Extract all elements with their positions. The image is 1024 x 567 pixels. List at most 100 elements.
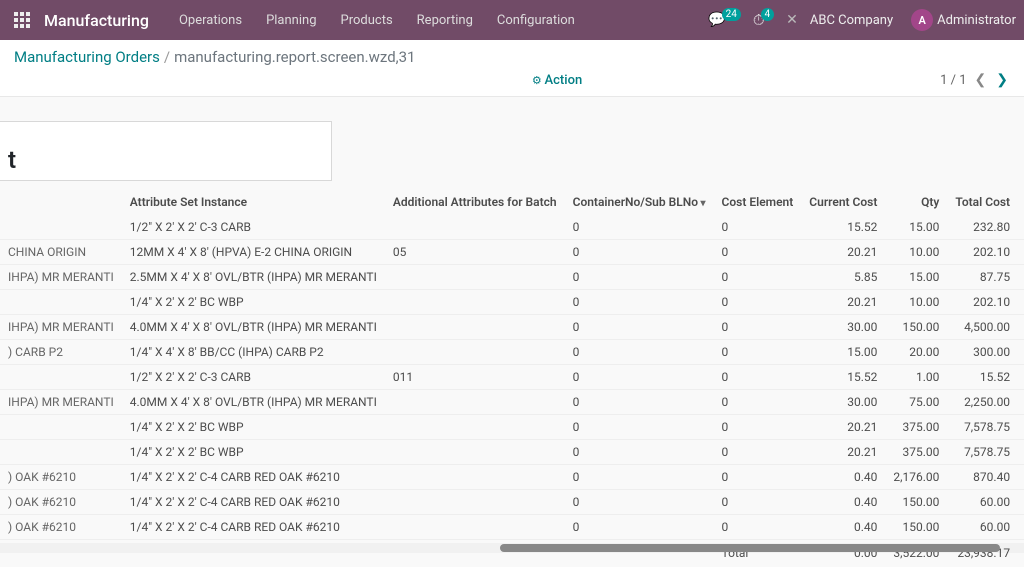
cell-curr_cost: 0.40 bbox=[801, 490, 885, 515]
table-row[interactable]: ) OAK #62101/4" X 2' X 2' C-4 CARB RED O… bbox=[0, 490, 1024, 515]
cell-attr: 12MM X 4' X 8' (HPVA) E-2 CHINA ORIGIN bbox=[122, 240, 385, 265]
table-row[interactable]: 1/2" X 2' X 2' C-3 CARB0110015.521.0015.… bbox=[0, 365, 1024, 390]
breadcrumb-root[interactable]: Manufacturing Orders bbox=[14, 48, 160, 66]
report-table-wrap: Attribute Set InstanceAdditional Attribu… bbox=[0, 189, 1024, 566]
user-menu[interactable]: A Administrator bbox=[905, 9, 1016, 31]
scrollbar-thumb[interactable] bbox=[500, 544, 1000, 552]
table-row[interactable]: IHPA) MR MERANTI4.0MM X 4' X 8' OVL/BTR … bbox=[0, 390, 1024, 415]
cell-lead bbox=[0, 415, 122, 440]
cell-addl bbox=[385, 440, 565, 465]
col-addl[interactable]: Additional Attributes for Batch bbox=[385, 189, 565, 215]
pager-prev-icon[interactable]: ❮ bbox=[973, 72, 989, 88]
cell-lead: ) OAK #6210 bbox=[0, 490, 122, 515]
cell-qty: 15.00 bbox=[885, 265, 947, 290]
cell-project bbox=[1018, 215, 1024, 240]
cell-curr_cost: 20.21 bbox=[801, 415, 885, 440]
table-row[interactable]: 1/2" X 2' X 2' C-3 CARB0015.5215.00232.8… bbox=[0, 215, 1024, 240]
company-selector[interactable]: ABC Company bbox=[810, 13, 893, 28]
col-container[interactable]: ContainerNo/Sub BLNo bbox=[565, 189, 714, 215]
report-title-box: t bbox=[0, 121, 332, 181]
cell-total: 202.10 bbox=[947, 240, 1018, 265]
cell-curr_cost: 15.52 bbox=[801, 215, 885, 240]
activity-badge: 4 bbox=[761, 8, 775, 21]
nav-reporting[interactable]: Reporting bbox=[407, 7, 483, 34]
pager: 1 / 1 ❮ ❯ bbox=[940, 72, 1010, 88]
cell-qty: 10.00 bbox=[885, 240, 947, 265]
horizontal-scrollbar[interactable] bbox=[0, 543, 1024, 553]
close-icon[interactable]: ✕ bbox=[786, 12, 798, 28]
cell-curr_cost: 30.00 bbox=[801, 315, 885, 340]
cell-lead bbox=[0, 290, 122, 315]
cell-lead: IHPA) MR MERANTI bbox=[0, 390, 122, 415]
cell-total: 4,500.00 bbox=[947, 315, 1018, 340]
cell-project: BU2-Chinese Plywood bbox=[1018, 290, 1024, 315]
main-nav: Operations Planning Products Reporting C… bbox=[169, 7, 708, 34]
col-cost_el[interactable]: Cost Element bbox=[714, 189, 802, 215]
col-curr_cost[interactable]: Current Cost bbox=[801, 189, 885, 215]
cell-addl bbox=[385, 290, 565, 315]
cell-container: 0 bbox=[565, 365, 714, 390]
cell-addl bbox=[385, 340, 565, 365]
cell-cost_el: 0 bbox=[714, 315, 802, 340]
cell-container: 0 bbox=[565, 240, 714, 265]
nav-products[interactable]: Products bbox=[331, 7, 403, 34]
cell-container: 0 bbox=[565, 340, 714, 365]
cell-curr_cost: 20.21 bbox=[801, 290, 885, 315]
nav-configuration[interactable]: Configuration bbox=[487, 7, 585, 34]
table-row[interactable]: ) OAK #62101/4" X 2' X 2' C-4 CARB RED O… bbox=[0, 515, 1024, 540]
cell-project: BU1-Lowe's PreCut bbox=[1018, 465, 1024, 490]
col-qty[interactable]: Qty bbox=[885, 189, 947, 215]
cell-curr_cost: 5.85 bbox=[801, 265, 885, 290]
cell-lead: IHPA) MR MERANTI bbox=[0, 315, 122, 340]
table-row[interactable]: 1/4" X 2' X 2' BC WBP0020.21375.007,578.… bbox=[0, 440, 1024, 465]
cell-addl bbox=[385, 515, 565, 540]
table-row[interactable]: IHPA) MR MERANTI2.5MM X 4' X 8' OVL/BTR … bbox=[0, 265, 1024, 290]
col-lead[interactable] bbox=[0, 189, 122, 215]
cell-total: 87.75 bbox=[947, 265, 1018, 290]
cell-attr: 2.5MM X 4' X 8' OVL/BTR (IHPA) MR MERANT… bbox=[122, 265, 385, 290]
cell-qty: 150.00 bbox=[885, 490, 947, 515]
cell-project: BU7-RONA bbox=[1018, 315, 1024, 340]
cell-total: 870.40 bbox=[947, 465, 1018, 490]
cell-project bbox=[1018, 265, 1024, 290]
cell-total: 7,578.75 bbox=[947, 440, 1018, 465]
cell-curr_cost: 0.40 bbox=[801, 465, 885, 490]
messages-icon[interactable]: 💬24 bbox=[708, 12, 741, 28]
cell-qty: 1.00 bbox=[885, 365, 947, 390]
cell-qty: 2,176.00 bbox=[885, 465, 947, 490]
table-row[interactable]: ) OAK #62101/4" X 2' X 2' C-4 CARB RED O… bbox=[0, 465, 1024, 490]
activity-icon[interactable]: ⏱4 bbox=[753, 11, 774, 29]
cell-curr_cost: 20.21 bbox=[801, 440, 885, 465]
table-row[interactable]: CHINA ORIGIN12MM X 4' X 8' (HPVA) E-2 CH… bbox=[0, 240, 1024, 265]
col-project[interactable]: Project bbox=[1018, 189, 1024, 215]
apps-icon[interactable] bbox=[8, 6, 36, 34]
report-title-fragment: t bbox=[8, 146, 16, 174]
cell-addl bbox=[385, 490, 565, 515]
table-row[interactable]: 1/4" X 2' X 2' BC WBP0020.21375.007,578.… bbox=[0, 415, 1024, 440]
cell-qty: 375.00 bbox=[885, 415, 947, 440]
app-title: Manufacturing bbox=[44, 11, 149, 30]
nav-planning[interactable]: Planning bbox=[256, 7, 326, 34]
cell-attr: 4.0MM X 4' X 8' OVL/BTR (IHPA) MR MERANT… bbox=[122, 390, 385, 415]
pager-next-icon[interactable]: ❯ bbox=[994, 72, 1010, 88]
cell-cost_el: 0 bbox=[714, 290, 802, 315]
cell-addl bbox=[385, 315, 565, 340]
table-row[interactable]: 1/4" X 2' X 2' BC WBP0020.2110.00202.10B… bbox=[0, 290, 1024, 315]
cell-cost_el: 0 bbox=[714, 490, 802, 515]
action-dropdown[interactable]: Action bbox=[532, 73, 582, 88]
cell-container: 0 bbox=[565, 215, 714, 240]
cell-attr: 1/4" X 2' X 2' BC WBP bbox=[122, 415, 385, 440]
cell-addl: 05 bbox=[385, 240, 565, 265]
cell-curr_cost: 15.00 bbox=[801, 340, 885, 365]
table-row[interactable]: ) CARB P21/4" X 4' X 8' BB/CC (IHPA) CAR… bbox=[0, 340, 1024, 365]
cell-total: 15.52 bbox=[947, 365, 1018, 390]
cell-addl bbox=[385, 265, 565, 290]
col-total[interactable]: Total Cost bbox=[947, 189, 1018, 215]
report-table: Attribute Set InstanceAdditional Attribu… bbox=[0, 189, 1024, 566]
breadcrumb-current: manufacturing.report.screen.wzd,31 bbox=[174, 48, 415, 66]
cell-container: 0 bbox=[565, 415, 714, 440]
cell-curr_cost: 20.21 bbox=[801, 240, 885, 265]
table-row[interactable]: IHPA) MR MERANTI4.0MM X 4' X 8' OVL/BTR … bbox=[0, 315, 1024, 340]
col-attr[interactable]: Attribute Set Instance bbox=[122, 189, 385, 215]
nav-operations[interactable]: Operations bbox=[169, 7, 252, 34]
